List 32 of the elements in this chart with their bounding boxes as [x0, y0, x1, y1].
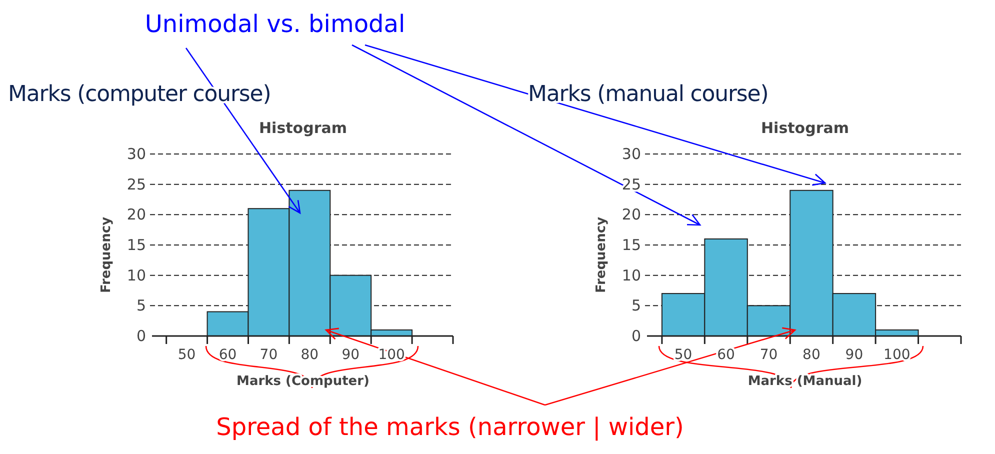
- y-tick-label: 15: [126, 236, 146, 254]
- y-tick-label: 25: [622, 175, 641, 194]
- x-tick-label: 60: [218, 347, 237, 363]
- x-tick-label: 100: [884, 347, 910, 363]
- y-axis-title: Frequency: [99, 216, 114, 294]
- x-tick-label: 80: [802, 347, 820, 363]
- x-tick-label: 50: [674, 347, 692, 363]
- y-tick-label: 0: [631, 327, 641, 345]
- x-tick-label: 90: [845, 347, 864, 363]
- y-tick-label: 20: [622, 206, 641, 224]
- x-tick-label: 70: [260, 347, 278, 363]
- y-tick-label: 15: [622, 236, 641, 254]
- x-tick-label: 90: [342, 347, 360, 363]
- y-tick-label: 10: [622, 266, 641, 284]
- y-axis-title: Frequency: [594, 216, 609, 294]
- chart-title: Marks (manual course): [528, 82, 768, 107]
- y-tick-label: 5: [136, 296, 146, 315]
- y-tick-label: 25: [126, 175, 146, 194]
- text: Unimodal vs. bimodal: [144, 10, 406, 38]
- x-tick-label: 80: [300, 347, 319, 363]
- y-tick-label: 10: [126, 266, 146, 284]
- y-tick-label: 20: [126, 206, 146, 224]
- y-tick-label: 30: [126, 145, 146, 163]
- x-tick-label: 60: [717, 347, 735, 363]
- y-tick-label: 30: [622, 145, 641, 163]
- chart-subtitle: Histogram: [259, 119, 347, 137]
- y-tick-label: 5: [631, 296, 641, 315]
- y-tick-label: 0: [136, 327, 146, 345]
- x-tick-label: 70: [760, 347, 778, 363]
- x-tick-label: 50: [178, 347, 196, 363]
- text: Spread of the marks (narrower | wider): [216, 413, 684, 441]
- chart-subtitle: Histogram: [761, 119, 849, 137]
